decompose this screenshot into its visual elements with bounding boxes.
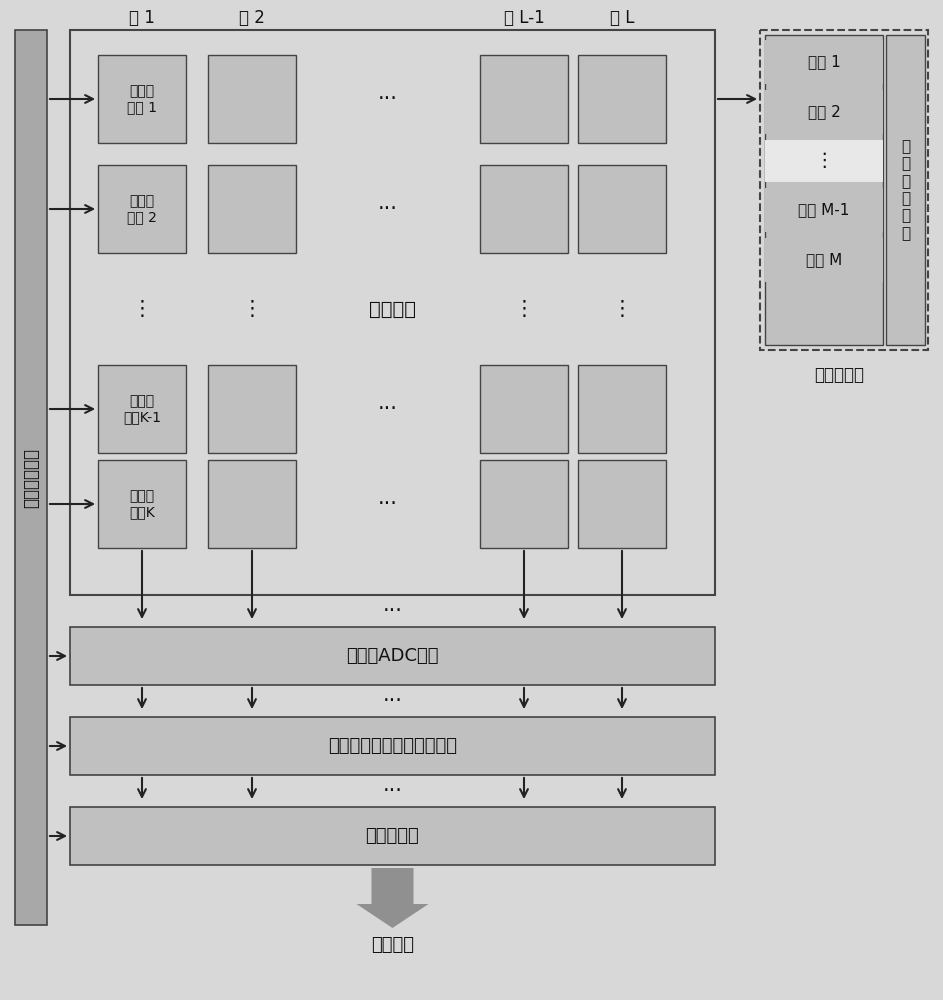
Text: ···: ··· xyxy=(383,781,403,801)
Bar xyxy=(208,460,296,548)
Bar xyxy=(70,30,715,595)
Text: 子像素
阵列 1: 子像素 阵列 1 xyxy=(127,84,157,114)
Text: 列并行数字存储及累加阵列: 列并行数字存储及累加阵列 xyxy=(328,737,457,755)
Bar xyxy=(98,165,186,253)
Bar xyxy=(578,55,666,143)
Text: 子像素
阵列 2: 子像素 阵列 2 xyxy=(127,194,157,224)
Bar xyxy=(760,30,928,350)
Bar xyxy=(480,365,568,453)
Bar xyxy=(578,460,666,548)
Bar xyxy=(98,365,186,453)
Bar xyxy=(15,30,47,925)
Bar xyxy=(208,365,296,453)
Text: ···: ··· xyxy=(383,601,403,621)
Text: ⋮: ⋮ xyxy=(514,299,535,319)
Text: ···: ··· xyxy=(378,199,398,219)
Text: 像素 1: 像素 1 xyxy=(807,54,840,70)
Bar xyxy=(765,238,883,282)
Text: 子像素阵列: 子像素阵列 xyxy=(814,366,864,384)
Bar xyxy=(765,35,883,345)
Text: ···: ··· xyxy=(383,691,403,711)
Text: ···: ··· xyxy=(378,494,398,514)
Text: 芯片输出: 芯片输出 xyxy=(371,936,414,954)
Text: ···: ··· xyxy=(378,399,398,419)
Text: 列并行ADC阵列: 列并行ADC阵列 xyxy=(346,647,438,665)
Bar xyxy=(98,460,186,548)
FancyArrow shape xyxy=(356,868,428,928)
Text: 像
素
读
出
电
路: 像 素 读 出 电 路 xyxy=(901,139,910,241)
Bar xyxy=(480,165,568,253)
Bar xyxy=(765,90,883,134)
Text: 像素 M-1: 像素 M-1 xyxy=(799,202,850,218)
Text: 芯片控制时序: 芯片控制时序 xyxy=(22,448,40,508)
Bar xyxy=(886,35,925,345)
Bar xyxy=(208,165,296,253)
Bar xyxy=(70,627,715,685)
Text: 列 2: 列 2 xyxy=(240,9,265,27)
Text: ⋮: ⋮ xyxy=(612,299,633,319)
Bar xyxy=(578,165,666,253)
Text: 像素 2: 像素 2 xyxy=(807,104,840,119)
Bar xyxy=(70,717,715,775)
Text: 子像素
阵列K-1: 子像素 阵列K-1 xyxy=(123,394,161,424)
Bar xyxy=(578,365,666,453)
Bar xyxy=(480,460,568,548)
Text: 列 L-1: 列 L-1 xyxy=(504,9,544,27)
Text: ⋮: ⋮ xyxy=(132,299,153,319)
Text: ···: ··· xyxy=(378,89,398,109)
Text: 列 1: 列 1 xyxy=(129,9,155,27)
Text: 移位寄存器: 移位寄存器 xyxy=(366,827,420,845)
Text: 列 L: 列 L xyxy=(610,9,635,27)
Text: ⋮: ⋮ xyxy=(814,151,834,170)
Bar xyxy=(765,188,883,232)
Text: 像素 M: 像素 M xyxy=(806,252,842,267)
Text: 子像素
阵列K: 子像素 阵列K xyxy=(129,489,155,519)
Bar xyxy=(70,807,715,865)
Text: ⋮: ⋮ xyxy=(241,299,262,319)
Bar xyxy=(98,55,186,143)
Text: 像素阵列: 像素阵列 xyxy=(369,300,416,318)
Bar xyxy=(480,55,568,143)
Bar xyxy=(765,40,883,84)
Bar xyxy=(208,55,296,143)
Bar xyxy=(765,140,883,182)
